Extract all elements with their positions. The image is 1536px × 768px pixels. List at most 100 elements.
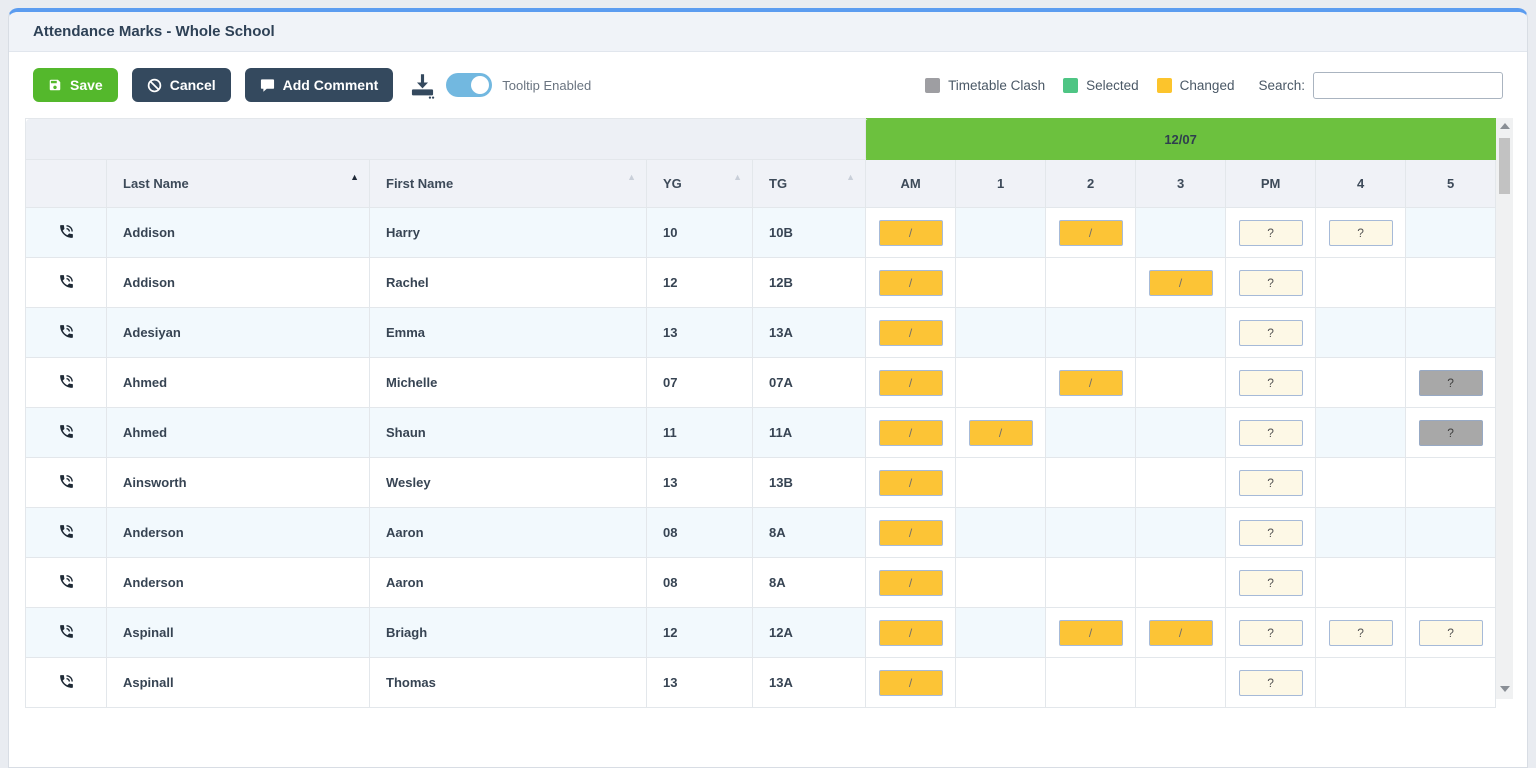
attendance-mark-unset[interactable]: ? <box>1418 619 1483 646</box>
call-parent-cell[interactable] <box>25 257 107 308</box>
mark-cell-pm[interactable]: ? <box>1225 657 1317 708</box>
save-button[interactable]: Save <box>33 68 118 102</box>
attendance-mark-changed[interactable]: / <box>1058 219 1123 246</box>
mark-column-header-5[interactable]: 5 <box>1405 159 1497 208</box>
call-parent-cell[interactable] <box>25 457 107 508</box>
scrollbar-thumb[interactable] <box>1499 138 1511 194</box>
mark-cell-4 <box>1315 307 1407 358</box>
ban-icon <box>147 78 162 93</box>
attendance-mark-changed[interactable]: / <box>1148 619 1213 646</box>
attendance-mark-changed[interactable]: / <box>1148 269 1213 296</box>
attendance-mark-clash[interactable]: ? <box>1418 369 1483 396</box>
attendance-mark-unset[interactable]: ? <box>1238 319 1303 346</box>
mark-cell-am[interactable]: / <box>865 557 957 608</box>
mark-column-header-pm[interactable]: PM <box>1225 159 1317 208</box>
tooltip-toggle[interactable] <box>446 73 493 97</box>
attendance-mark-changed[interactable]: / <box>878 219 943 246</box>
cancel-button[interactable]: Cancel <box>131 68 231 102</box>
first-name-cell: Wesley <box>369 457 647 508</box>
mark-cell-pm[interactable]: ? <box>1225 507 1317 558</box>
attendance-mark-changed[interactable]: / <box>878 369 943 396</box>
mark-cell-am[interactable]: / <box>865 357 957 408</box>
search-input[interactable] <box>1313 71 1503 99</box>
mark-cell-pm[interactable]: ? <box>1225 457 1317 508</box>
mark-column-header-4[interactable]: 4 <box>1315 159 1407 208</box>
attendance-mark-changed[interactable]: / <box>878 319 943 346</box>
mark-cell-5[interactable]: ? <box>1405 357 1497 408</box>
attendance-mark-changed[interactable]: / <box>1058 619 1123 646</box>
attendance-mark-unset[interactable]: ? <box>1328 619 1393 646</box>
call-parent-cell[interactable] <box>25 207 107 258</box>
call-parent-cell[interactable] <box>25 557 107 608</box>
mark-cell-pm[interactable]: ? <box>1225 607 1317 658</box>
mark-cell-1[interactable]: / <box>955 407 1047 458</box>
attendance-mark-unset[interactable]: ? <box>1238 469 1303 496</box>
call-parent-cell[interactable] <box>25 607 107 658</box>
mark-cell-pm[interactable]: ? <box>1225 207 1317 258</box>
mark-cell-am[interactable]: / <box>865 457 957 508</box>
attendance-mark-changed[interactable]: / <box>878 569 943 596</box>
mark-cell-pm[interactable]: ? <box>1225 257 1317 308</box>
mark-cell-pm[interactable]: ? <box>1225 357 1317 408</box>
mark-cell-2[interactable]: / <box>1045 607 1137 658</box>
call-parent-cell[interactable] <box>25 357 107 408</box>
call-parent-cell[interactable] <box>25 507 107 558</box>
attendance-mark-unset[interactable]: ? <box>1238 519 1303 546</box>
attendance-mark-changed[interactable]: / <box>878 619 943 646</box>
attendance-mark-unset[interactable]: ? <box>1238 619 1303 646</box>
mark-cell-am[interactable]: / <box>865 657 957 708</box>
mark-column-header-am[interactable]: AM <box>865 159 957 208</box>
vertical-scrollbar[interactable] <box>1496 118 1514 699</box>
mark-cell-4[interactable]: ? <box>1315 207 1407 258</box>
call-parent-cell[interactable] <box>25 657 107 708</box>
attendance-mark-unset[interactable]: ? <box>1238 569 1303 596</box>
mark-column-header-3[interactable]: 3 <box>1135 159 1227 208</box>
last-name-column-header[interactable]: Last Name ▲ <box>106 159 370 208</box>
call-parent-cell[interactable] <box>25 307 107 358</box>
attendance-mark-unset[interactable]: ? <box>1328 219 1393 246</box>
attendance-mark-changed[interactable]: / <box>878 269 943 296</box>
column-header-row: Last Name ▲ First Name ▲ YG ▲ TG ▲ <box>25 159 1497 208</box>
mark-cell-2[interactable]: / <box>1045 207 1137 258</box>
mark-cell-5 <box>1405 207 1497 258</box>
attendance-mark-changed[interactable]: / <box>878 469 943 496</box>
yg-column-header[interactable]: YG ▲ <box>646 159 753 208</box>
mark-cell-3[interactable]: / <box>1135 257 1227 308</box>
attendance-mark-changed[interactable]: / <box>968 419 1033 446</box>
mark-cell-am[interactable]: / <box>865 207 957 258</box>
mark-cell-pm[interactable]: ? <box>1225 557 1317 608</box>
attendance-mark-unset[interactable]: ? <box>1238 269 1303 296</box>
mark-cell-pm[interactable]: ? <box>1225 307 1317 358</box>
mark-cell-3[interactable]: / <box>1135 607 1227 658</box>
mark-column-header-1[interactable]: 1 <box>955 159 1047 208</box>
tg-column-header[interactable]: TG ▲ <box>751 159 867 208</box>
attendance-mark-changed[interactable]: / <box>878 519 943 546</box>
add-comment-button[interactable]: Add Comment <box>244 68 394 102</box>
mark-column-header-2[interactable]: 2 <box>1045 159 1137 208</box>
mark-cell-am[interactable]: / <box>865 607 957 658</box>
download-button[interactable] <box>409 72 436 99</box>
mark-cell-5[interactable]: ? <box>1405 407 1497 458</box>
attendance-mark-unset[interactable]: ? <box>1238 419 1303 446</box>
scroll-down-arrow[interactable] <box>1496 681 1513 697</box>
tooltip-toggle-label: Tooltip Enabled <box>502 77 592 93</box>
attendance-mark-unset[interactable]: ? <box>1238 369 1303 396</box>
mark-cell-2[interactable]: / <box>1045 357 1137 408</box>
mark-cell-4[interactable]: ? <box>1315 607 1407 658</box>
attendance-mark-clash[interactable]: ? <box>1418 419 1483 446</box>
call-parent-cell[interactable] <box>25 407 107 458</box>
attendance-mark-unset[interactable]: ? <box>1238 669 1303 696</box>
attendance-mark-unset[interactable]: ? <box>1238 219 1303 246</box>
mark-cell-am[interactable]: / <box>865 507 957 558</box>
mark-cell-5[interactable]: ? <box>1405 607 1497 658</box>
attendance-mark-changed[interactable]: / <box>878 419 943 446</box>
first-name-column-header[interactable]: First Name ▲ <box>369 159 647 208</box>
mark-cell-am[interactable]: / <box>865 257 957 308</box>
mark-cell-pm[interactable]: ? <box>1225 407 1317 458</box>
attendance-mark-changed[interactable]: / <box>878 669 943 696</box>
tg-cell: 10B <box>751 207 867 258</box>
attendance-mark-changed[interactable]: / <box>1058 369 1123 396</box>
mark-cell-am[interactable]: / <box>865 307 957 358</box>
mark-cell-am[interactable]: / <box>865 407 957 458</box>
scroll-up-arrow[interactable] <box>1496 118 1513 134</box>
